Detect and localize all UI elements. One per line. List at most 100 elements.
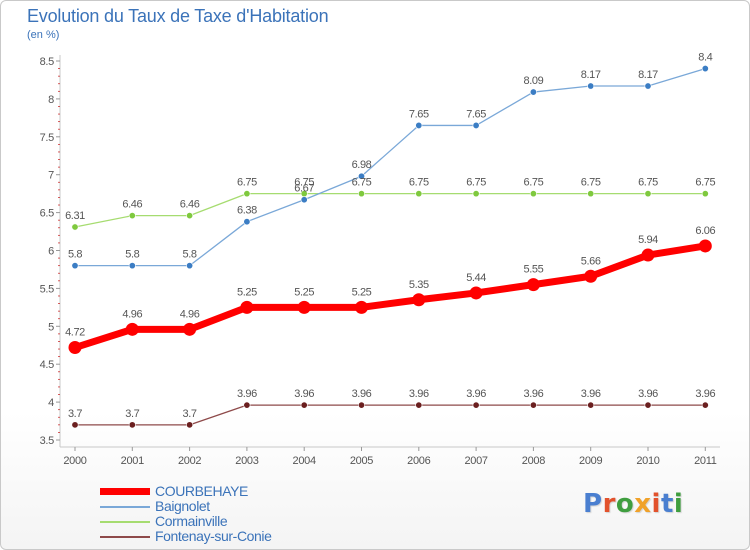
y-tick-label: 6 [48,246,54,258]
data-label-baignolet: 8.4 [698,52,712,64]
data-label-baignolet: 8.17 [638,69,658,81]
data-point-baignolet [472,121,480,129]
data-point-courbehaye [297,300,311,314]
data-point-fontenay-sur-conie [357,401,365,409]
data-label-fontenay-sur-conie: 3.96 [638,388,658,400]
data-label-cormainville: 6.75 [523,177,543,189]
series-line-fontenay-sur-conie [74,404,706,426]
data-label-cormainville: 6.46 [122,199,142,211]
data-point-fontenay-sur-conie [644,401,652,409]
data-point-fontenay-sur-conie [186,421,194,429]
data-label-cormainville: 6.75 [638,177,658,189]
chart-title: Evolution du Taux de Taxe d'Habitation [27,6,329,26]
data-label-fontenay-sur-conie: 3.96 [294,388,314,400]
legend-label: Fontenay-sur-Conie [155,528,272,544]
data-point-courbehaye [240,300,254,314]
data-point-cormainville [186,212,194,220]
data-point-cormainville [644,190,652,198]
data-point-baignolet [186,262,194,270]
data-label-fontenay-sur-conie: 3.7 [125,408,139,420]
data-point-courbehaye [183,322,197,336]
legend-item-cormainville: Cormainville [100,514,272,529]
data-label-cormainville: 6.75 [294,177,314,189]
y-tick-label: 5 [48,321,54,333]
x-tick-label: 2010 [636,455,659,467]
data-point-baignolet [587,82,595,90]
data-point-baignolet [529,88,537,96]
x-tick-label: 2011 [694,455,717,467]
data-label-fontenay-sur-conie: 3.96 [523,388,543,400]
data-label-cormainville: 6.75 [466,177,486,189]
data-point-cormainville [243,190,251,198]
data-point-cormainville [357,190,365,198]
x-tick-label: 2005 [350,455,373,467]
data-label-baignolet: 5.8 [183,249,197,261]
data-point-fontenay-sur-conie [472,401,480,409]
data-label-cormainville: 6.75 [237,177,257,189]
data-label-courbehaye: 5.44 [466,272,486,284]
data-label-courbehaye: 5.66 [581,255,601,267]
data-point-cormainville [71,223,79,231]
data-point-baignolet [71,262,79,270]
data-label-fontenay-sur-conie: 3.96 [581,388,601,400]
data-point-fontenay-sur-conie [243,401,251,409]
chart-legend: COURBEHAYE Baignolet Cormainville Fontenay-… [100,484,272,544]
y-tick-label: 7 [48,170,54,182]
logo-letter: r [602,489,616,519]
data-label-fontenay-sur-conie: 3.96 [352,388,372,400]
data-point-courbehaye [68,341,82,355]
logo-letter: i [651,489,661,519]
series-line-courbehaye [71,242,709,352]
data-point-baignolet [415,121,423,129]
legend-swatch [100,535,150,538]
data-point-baignolet [357,172,365,180]
legend-swatch [100,520,150,523]
data-point-cormainville [701,190,709,198]
data-label-courbehaye: 4.72 [65,327,85,339]
data-point-baignolet [243,218,251,226]
data-label-courbehaye: 5.94 [638,234,658,246]
data-label-courbehaye: 4.96 [180,308,200,320]
data-point-courbehaye [125,322,139,336]
data-label-baignolet: 8.17 [581,69,601,81]
data-point-courbehaye [698,239,712,253]
y-tick-label: 4 [48,397,54,409]
data-label-fontenay-sur-conie: 3.7 [68,408,82,420]
y-tick-label: 8 [48,94,54,106]
data-label-baignolet: 7.65 [466,108,486,120]
data-point-courbehaye [641,248,655,262]
data-label-cormainville: 6.75 [581,177,601,189]
data-point-fontenay-sur-conie [415,401,423,409]
data-point-baignolet [644,82,652,90]
data-point-baignolet [701,65,709,73]
logo-letter: o [615,489,635,519]
data-point-courbehaye [469,286,483,300]
logo-letter: t [660,489,674,519]
data-label-fontenay-sur-conie: 3.96 [409,388,429,400]
data-point-courbehaye [526,278,540,292]
data-label-baignolet: 5.8 [68,249,82,261]
data-point-cormainville [472,190,480,198]
proxiti-logo: Proxiti [583,489,683,519]
data-point-fontenay-sur-conie [300,401,308,409]
data-label-baignolet: 6.67 [294,183,314,195]
data-point-fontenay-sur-conie [529,401,537,409]
data-label-cormainville: 6.75 [695,177,715,189]
data-point-fontenay-sur-conie [128,421,136,429]
legend-label: COURBEHAYE [155,483,248,499]
data-point-courbehaye [584,269,598,283]
y-tick-label: 4.5 [40,359,55,371]
x-tick-label: 2003 [235,455,258,467]
data-label-baignolet: 8.09 [523,75,543,87]
data-point-fontenay-sur-conie [71,421,79,429]
logo-letter: i [673,489,684,519]
data-label-fontenay-sur-conie: 3.96 [237,388,257,400]
data-label-courbehaye: 5.25 [237,286,257,298]
data-label-cormainville: 6.75 [352,177,372,189]
x-tick-label: 2002 [178,455,201,467]
data-label-courbehaye: 5.55 [523,264,543,276]
data-label-fontenay-sur-conie: 3.7 [183,408,197,420]
data-point-baignolet [300,196,308,204]
